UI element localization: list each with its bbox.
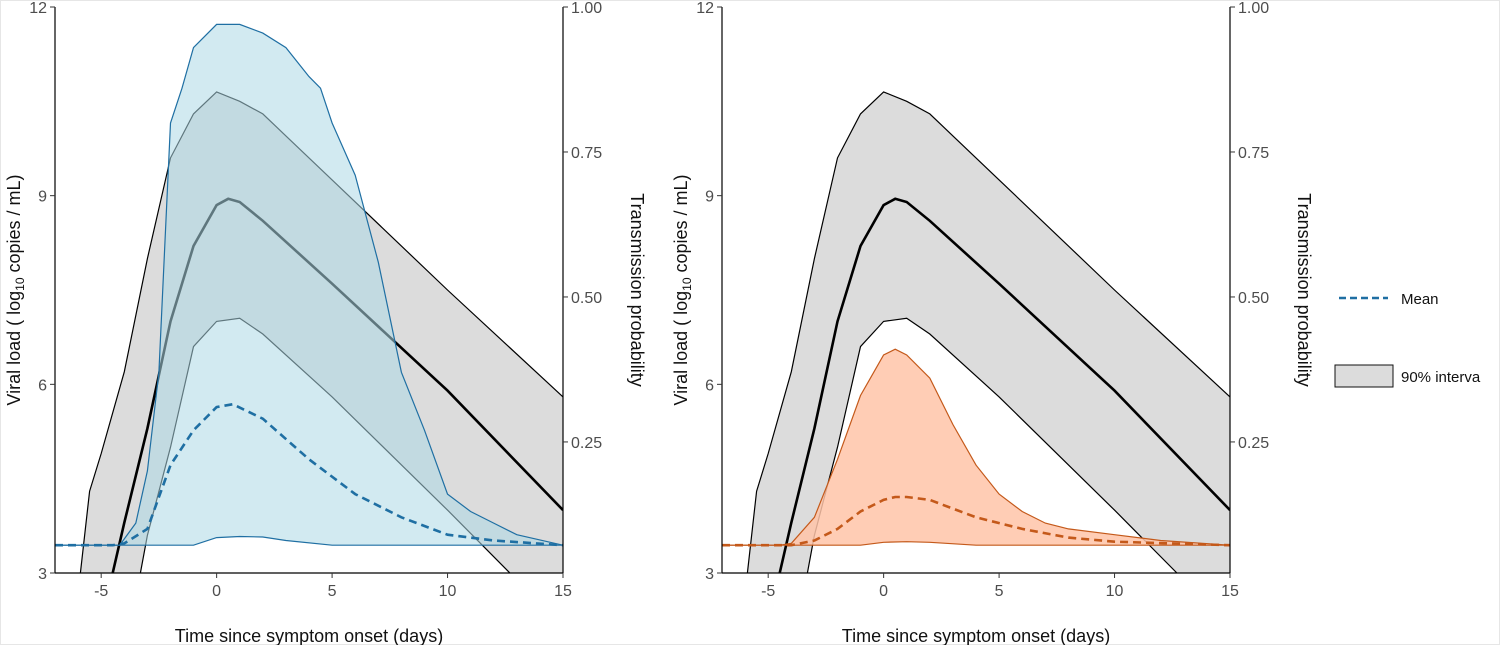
plot-area: [722, 91, 1230, 573]
transmission-mean-line: [722, 495, 1230, 547]
y2-tick-label: 1.00: [571, 0, 602, 17]
x-tick-label: 5: [328, 583, 337, 600]
transmission-upper-line: [722, 348, 1230, 546]
y2-tick-label: 1.00: [1238, 0, 1269, 17]
legend-mean-label: Mean: [1401, 291, 1439, 308]
y2-tick-label: 0.75: [571, 145, 602, 162]
y-tick-label: 3: [705, 566, 714, 583]
legend-interval-swatch: [1334, 364, 1394, 388]
x-axis-title: Time since symptom onset (days): [842, 626, 1110, 645]
transmission-upper-line: [55, 23, 563, 546]
legend-interval-label: 90% interva: [1401, 369, 1481, 386]
y-tick-label: 12: [29, 0, 47, 17]
y-axis-title-prefix: Viral load ( log: [4, 291, 24, 406]
y-tick-label: 12: [696, 0, 714, 17]
transmission-mean-line: [55, 402, 563, 547]
y2-axis-title: Transmission probability: [627, 193, 647, 386]
y-tick-label: 9: [38, 189, 47, 206]
y2-tick-label: 0.75: [1238, 145, 1269, 162]
y-axis-title: Viral load ( log10 copies / mL): [4, 174, 27, 405]
y2-axis-title: Transmission probability: [1294, 193, 1314, 386]
y2-tick-label: 0.50: [571, 290, 602, 307]
x-tick-label: 10: [439, 583, 457, 600]
transmission-90-interval-band: [55, 24, 563, 546]
x-axis-title: Time since symptom onset (days): [175, 626, 443, 645]
transmission-lower-line: [722, 541, 1230, 546]
y2-tick-label: 0.25: [571, 435, 602, 452]
panel-2: -5 0 5 10 15 3 6 9 12 0.25 0.50 0.75 1.00 Time since …: [671, 0, 1314, 646]
y-axis-title: Viral load ( log10 copies / mL): [671, 174, 694, 405]
x-tick-label: 15: [554, 583, 572, 600]
x-tick-label: 0: [879, 583, 888, 600]
y2-tick-label: 0.50: [1238, 290, 1269, 307]
y-axis-title-prefix: Viral load ( log: [671, 291, 691, 406]
panel-1: -5 0 5 10 15 3 6 9 12 0.25 0.50 0.75 1.00 Time since …: [4, 0, 647, 646]
viral-load-median-line: [778, 197, 1230, 573]
x-tick-label: -5: [761, 583, 775, 600]
x-tick-label: 5: [995, 583, 1004, 600]
y-tick-label: 3: [38, 566, 47, 583]
viral-load-upper-line: [746, 91, 1230, 573]
x-tick-label: 15: [1221, 583, 1239, 600]
y-tick-label: 9: [705, 189, 714, 206]
y-axis-title-suffix: copies / mL): [4, 174, 24, 277]
x-tick-label: 0: [212, 583, 221, 600]
viral-load-90-interval-band: [747, 91, 1230, 573]
y-axis-title-suffix: copies / mL): [671, 174, 691, 277]
y-tick-label: 6: [705, 377, 714, 394]
y-tick-label: 6: [38, 377, 47, 394]
plot-area: [55, 23, 563, 573]
transmission-lower-line: [55, 535, 563, 546]
y-axis-title-subscript: 10: [13, 277, 27, 291]
transmission-90-interval-band: [722, 349, 1230, 546]
y2-tick-label: 0.25: [1238, 435, 1269, 452]
y-axis-title-subscript: 10: [680, 277, 694, 291]
x-tick-label: -5: [94, 583, 108, 600]
x-tick-label: 10: [1106, 583, 1124, 600]
legend: Mean 90% interva: [1334, 291, 1481, 388]
